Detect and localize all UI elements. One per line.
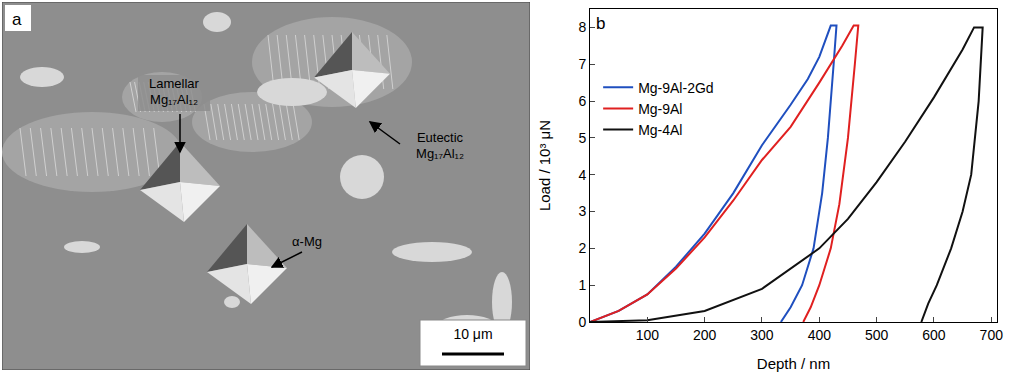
svg-text:a: a [12,10,22,29]
svg-text:700: 700 [980,327,1004,343]
svg-text:300: 300 [750,327,774,343]
svg-text:Load / 10³ μN: Load / 10³ μN [536,120,553,211]
svg-text:5: 5 [578,130,586,146]
svg-text:Mg-4Al: Mg-4Al [638,122,682,138]
svg-text:8: 8 [578,19,586,35]
svg-text:6: 6 [578,93,586,109]
svg-text:Mg₁₇Al₁₂: Mg₁₇Al₁₂ [416,146,464,161]
svg-text:500: 500 [865,327,889,343]
svg-text:7: 7 [578,56,586,72]
svg-text:Mg₁₇Al₁₂: Mg₁₇Al₁₂ [150,92,198,107]
svg-text:Mg-9Al-2Gd: Mg-9Al-2Gd [638,80,713,96]
svg-text:2: 2 [578,240,586,256]
svg-text:Lamellar: Lamellar [149,76,200,91]
svg-text:1: 1 [578,277,586,293]
svg-text:4: 4 [578,167,586,183]
svg-text:100: 100 [636,327,660,343]
svg-text:600: 600 [922,327,946,343]
svg-text:400: 400 [808,327,832,343]
svg-text:Depth / nm: Depth / nm [757,355,830,372]
svg-text:0: 0 [578,314,586,330]
svg-text:Eutectic: Eutectic [417,130,464,145]
svg-text:b: b [596,14,605,33]
svg-text:10 μm: 10 μm [453,326,492,342]
svg-text:3: 3 [578,203,586,219]
svg-text:α-Mg: α-Mg [292,234,322,249]
svg-text:200: 200 [693,327,717,343]
svg-text:Mg-9Al: Mg-9Al [638,101,682,117]
